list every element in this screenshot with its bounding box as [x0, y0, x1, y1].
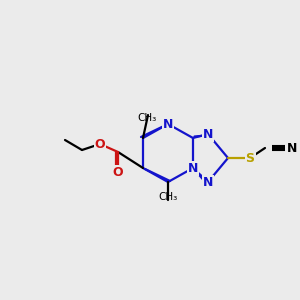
Text: N: N [188, 161, 198, 175]
Text: N: N [287, 142, 297, 154]
Text: O: O [113, 166, 123, 178]
Text: N: N [163, 118, 173, 130]
Text: N: N [203, 176, 213, 188]
Text: S: S [245, 152, 254, 164]
Text: CH₃: CH₃ [137, 113, 157, 123]
Text: N: N [203, 128, 213, 140]
Text: O: O [95, 137, 105, 151]
Text: CH₃: CH₃ [158, 192, 178, 202]
